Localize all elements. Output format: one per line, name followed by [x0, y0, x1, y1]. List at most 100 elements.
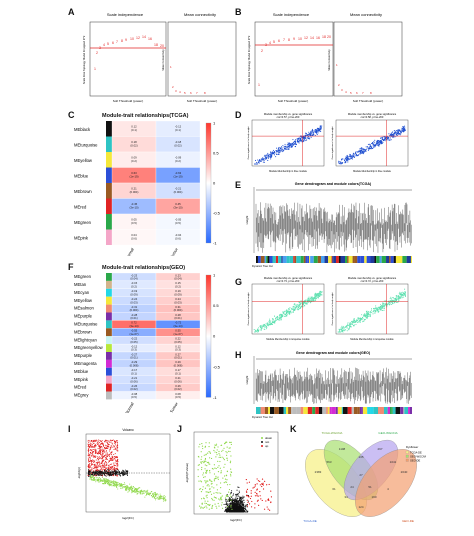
panel-f-cell-label: -0.55	[131, 329, 138, 333]
panel-i-point-up	[88, 449, 90, 451]
panel-d-point	[294, 145, 297, 148]
panel-i-point-up	[98, 449, 100, 451]
panel-d-point	[296, 140, 298, 142]
panel-i-point-up	[92, 451, 94, 453]
panel-f-cell-label: 0.08	[175, 392, 181, 396]
panel-i-point-up	[111, 466, 113, 468]
panel-d-point	[270, 158, 272, 160]
panel-i-point-down	[157, 497, 159, 499]
panel-i-point-up	[102, 445, 104, 447]
panel-i-point-down	[151, 492, 153, 494]
panel-i-point-up	[90, 460, 92, 462]
panel-d-point	[377, 142, 380, 144]
panel-i-point-up	[107, 454, 109, 456]
panel-g-point	[362, 318, 364, 320]
panel-d-point	[320, 127, 322, 129]
panel-i-point-down	[153, 492, 155, 494]
panel-g-point	[341, 325, 343, 327]
panel-i-point-down	[153, 496, 155, 498]
panel-d-point	[278, 147, 280, 149]
panel-d-point	[393, 133, 395, 135]
panel-i-point-up	[102, 456, 104, 458]
panel-f-cell-label: 0.26	[175, 384, 181, 388]
panel-i-point-down	[91, 477, 93, 479]
panel-f-cell-label: -0.19	[131, 289, 138, 293]
panel-i-point-down	[105, 480, 107, 482]
panel-d-point	[292, 138, 294, 141]
panel-d-point	[373, 143, 375, 145]
panel-j-point-not	[228, 501, 231, 503]
panel-i-point-not	[87, 475, 89, 477]
panel-f-cell-label: 0.24	[175, 297, 181, 301]
panel-d-point	[255, 163, 257, 165]
panel-i-point-down	[89, 477, 91, 479]
panel-d-point	[270, 152, 272, 154]
panel-i-point-down	[157, 499, 159, 501]
panel-g-point	[308, 297, 310, 299]
panel-g-point	[340, 327, 342, 329]
panel-i-point-not	[110, 470, 112, 472]
panel-letter-g: G	[235, 277, 243, 287]
panel-g-point	[368, 315, 370, 317]
panel-d-point	[360, 148, 362, 150]
panel-j-point-not	[231, 490, 233, 492]
panel-i-point-down	[95, 481, 97, 483]
panel-f-cell-label: -0.31	[131, 305, 138, 309]
panel-g-point	[363, 320, 365, 322]
panel-g-point	[401, 291, 403, 293]
panel-i-point-down	[116, 485, 118, 487]
panel-g-point	[309, 299, 311, 301]
panel-c-module-color-strip	[106, 121, 112, 137]
panel-i-point-down	[104, 479, 106, 481]
panel-g-point	[273, 321, 275, 324]
panel-g-point	[314, 298, 317, 300]
panel-c-cell-label: (3e-10)	[129, 205, 138, 209]
panel-d-point	[265, 155, 267, 157]
panel-g-point	[340, 331, 342, 333]
panel-g-point	[401, 296, 403, 298]
panel-d-point	[304, 137, 306, 139]
panel-d-point	[290, 146, 292, 148]
panel-i-point-up	[95, 451, 97, 453]
panel-i-point-up	[92, 442, 94, 444]
panel-e-color-band	[320, 256, 325, 263]
panel-f-module-color-strip	[106, 273, 112, 281]
panel-g-point	[401, 294, 403, 296]
panel-g-point	[265, 325, 267, 327]
panel-i-point-up	[95, 449, 97, 451]
panel-i-point-down	[151, 491, 153, 493]
panel-i-point-up	[98, 444, 100, 446]
panel-i-point-up	[110, 459, 112, 461]
panel-g-point	[285, 314, 287, 317]
panel-e-color-band	[331, 256, 333, 263]
panel-i-point-up	[98, 453, 100, 455]
panel-e-color-band	[340, 256, 345, 263]
panel-i-point-up	[102, 452, 104, 454]
panel-g-point	[258, 327, 260, 329]
panel-g-point	[402, 294, 404, 296]
panel-d-point	[264, 154, 266, 156]
panel-g-point	[377, 311, 379, 313]
panel-j-point-not	[237, 495, 239, 497]
panel-c-cell-label: 0.05	[131, 218, 137, 222]
panel-f-colorbar-tick: -0.5	[213, 364, 221, 369]
panel-i-point-up	[97, 457, 99, 459]
panel-g-point	[311, 298, 313, 300]
panel-i-point-up	[100, 452, 102, 454]
panel-i-point-up	[98, 458, 100, 460]
panel-g-point	[309, 302, 312, 304]
panel-d-point	[312, 133, 315, 136]
panel-g-point	[276, 315, 279, 318]
panel-i-point-down	[164, 500, 166, 502]
panel-i-point-down	[146, 492, 148, 494]
panel-i-point-not	[107, 474, 109, 476]
panel-g-title: cor=0.72, p=1e-200	[361, 279, 384, 283]
panel-i-point-up	[103, 466, 105, 468]
panel-g-point	[391, 301, 393, 303]
panel-h-color-band	[367, 407, 371, 414]
panel-d-point	[359, 148, 361, 150]
panel-e-color-band	[286, 256, 290, 263]
panel-g-point	[382, 306, 385, 308]
panel-i-point-not	[92, 472, 94, 474]
panel-g-point	[309, 297, 312, 299]
